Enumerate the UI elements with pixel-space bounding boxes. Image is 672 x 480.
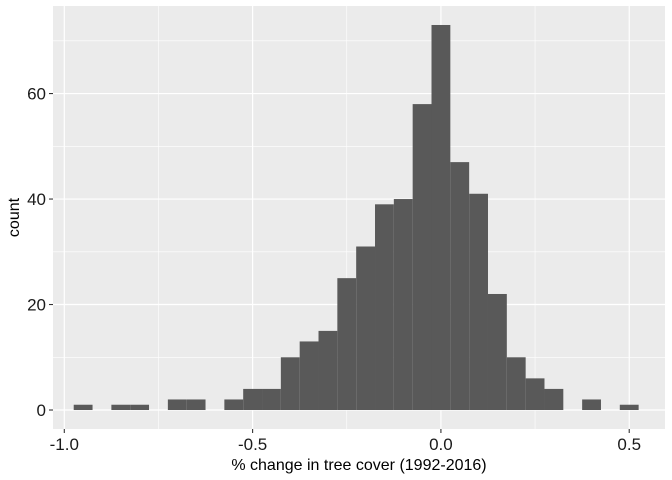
x-tick-label: -0.5 bbox=[238, 435, 267, 454]
histogram-bar bbox=[299, 341, 319, 411]
y-tick-label: 0 bbox=[37, 401, 46, 420]
y-tick-label: 60 bbox=[27, 85, 46, 104]
histogram-bar bbox=[111, 404, 131, 411]
histogram-bar bbox=[337, 278, 357, 411]
histogram-bar bbox=[243, 388, 263, 411]
histogram-bar bbox=[356, 246, 376, 411]
histogram-bar bbox=[318, 330, 338, 411]
histogram-bar bbox=[262, 388, 281, 411]
histogram-bar bbox=[280, 357, 300, 411]
histogram-bar bbox=[431, 24, 451, 411]
histogram-bar bbox=[506, 357, 526, 411]
histogram-bar bbox=[393, 199, 413, 411]
histogram-bar bbox=[375, 204, 394, 411]
histogram-bar bbox=[130, 404, 150, 411]
y-tick-label: 20 bbox=[27, 296, 46, 315]
histogram-bar bbox=[544, 388, 564, 411]
x-tick-label: 0.0 bbox=[429, 435, 453, 454]
x-tick-label: 0.5 bbox=[617, 435, 641, 454]
histogram-bar bbox=[167, 399, 187, 411]
histogram-bar bbox=[73, 404, 93, 411]
y-tick-label: 40 bbox=[27, 190, 46, 209]
y-axis-ticks: 0 20 40 60 bbox=[27, 85, 53, 420]
histogram-bar bbox=[525, 378, 545, 411]
x-tick-label: -1.0 bbox=[50, 435, 79, 454]
histogram-bar bbox=[224, 399, 244, 411]
histogram-bar bbox=[469, 193, 488, 411]
histogram-bar bbox=[582, 399, 601, 411]
x-axis-ticks: -1.0 -0.5 0.0 0.5 bbox=[50, 429, 641, 454]
histogram-bars bbox=[73, 24, 639, 411]
histogram-bar bbox=[412, 104, 432, 411]
y-axis-title: count bbox=[6, 197, 23, 237]
histogram-bar bbox=[450, 162, 470, 411]
histogram-bar bbox=[619, 404, 639, 411]
histogram-bar bbox=[487, 293, 507, 411]
x-axis-title: % change in tree cover (1992-2016) bbox=[231, 457, 486, 474]
histogram-bar bbox=[186, 399, 206, 411]
